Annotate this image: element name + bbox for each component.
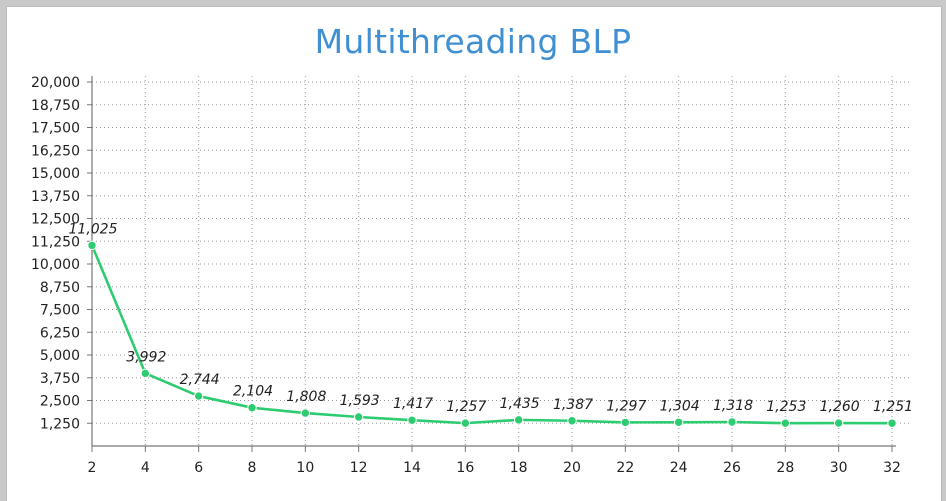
y-tick-label: 1,250 (40, 416, 80, 432)
data-point (300, 408, 311, 418)
grid-lines (92, 76, 912, 446)
data-label: 1,297 (606, 398, 646, 414)
y-tick-label: 17,500 (31, 121, 80, 137)
y-tick-label: 2,500 (40, 394, 80, 410)
data-label: 1,387 (553, 397, 593, 413)
data-point (353, 412, 364, 422)
y-tick-label: 8,750 (40, 280, 80, 296)
y-tick-label: 3,750 (40, 371, 80, 387)
data-label: 2,104 (233, 384, 273, 400)
data-label: 11,025 (69, 221, 118, 237)
data-label: 1,251 (873, 399, 913, 415)
chart-panel (6, 6, 942, 501)
x-tick-label: 26 (723, 460, 741, 476)
x-tick-label: 32 (883, 460, 901, 476)
data-point (620, 417, 631, 428)
data-label: 1,257 (446, 399, 486, 415)
data-label: 2,744 (180, 372, 220, 388)
x-axis-ticks: 2 4 6 8 10 12 14 16 18 20 22 24 26 28 30 32 (88, 446, 901, 476)
x-tick-label: 18 (510, 460, 528, 476)
x-tick-label: 20 (563, 460, 581, 476)
data-point (140, 368, 151, 379)
data-label: 1,260 (820, 399, 860, 415)
data-label: 1,318 (713, 398, 753, 414)
y-axis-ticks: 1,250 2,500 3,750 5,000 6,250 7,500 8,750 10,00… (31, 75, 92, 432)
y-tick-label: 5,000 (40, 348, 80, 364)
y-tick-label: 20,000 (31, 75, 80, 91)
y-tick-label: 7,500 (40, 303, 80, 319)
x-tick-label: 4 (141, 460, 150, 476)
data-labels: 11,025 3,992 2,744 2,104 1,808 1,593 1,417 1,25… (69, 221, 914, 415)
data-point (780, 418, 791, 428)
y-tick-label: 11,250 (31, 234, 80, 250)
x-tick-label: 10 (296, 460, 314, 476)
x-tick-label: 8 (248, 460, 257, 476)
y-tick-label: 15,000 (31, 166, 80, 182)
data-point (513, 415, 524, 425)
series-group (87, 240, 897, 428)
data-point (460, 418, 471, 428)
data-label: 1,808 (286, 389, 326, 405)
x-tick-label: 16 (456, 460, 474, 476)
data-label: 1,593 (340, 393, 380, 409)
data-point (727, 417, 737, 427)
x-tick-label: 14 (403, 460, 421, 476)
data-point (887, 418, 897, 428)
y-tick-label: 12,500 (31, 212, 80, 228)
data-label: 1,417 (393, 396, 433, 412)
y-tick-label: 10,000 (31, 257, 80, 273)
x-tick-label: 12 (350, 460, 368, 476)
data-point (87, 240, 97, 251)
y-tick-label: 13,750 (31, 189, 80, 205)
x-tick-label: 2 (88, 460, 97, 476)
x-tick-label: 30 (830, 460, 848, 476)
data-point (567, 416, 577, 426)
x-tick-label: 6 (194, 460, 203, 476)
data-point (407, 415, 417, 425)
x-tick-label: 22 (616, 460, 634, 476)
chart-title: Multithreading BLP (314, 22, 632, 61)
x-tick-label: 24 (670, 460, 688, 476)
data-point (193, 391, 204, 401)
axes (91, 76, 896, 447)
y-tick-label: 6,250 (40, 325, 80, 341)
y-tick-label: 16,250 (31, 143, 80, 159)
x-tick-label: 28 (776, 460, 794, 476)
data-label: 1,435 (500, 396, 540, 412)
y-tick-label: 18,750 (31, 98, 80, 114)
data-label: 1,304 (660, 398, 700, 414)
series-line (90, 244, 893, 425)
data-point (673, 417, 684, 427)
data-label: 3,992 (126, 349, 166, 365)
data-point (833, 418, 844, 428)
data-label: 1,253 (766, 399, 806, 415)
data-point (247, 403, 257, 413)
